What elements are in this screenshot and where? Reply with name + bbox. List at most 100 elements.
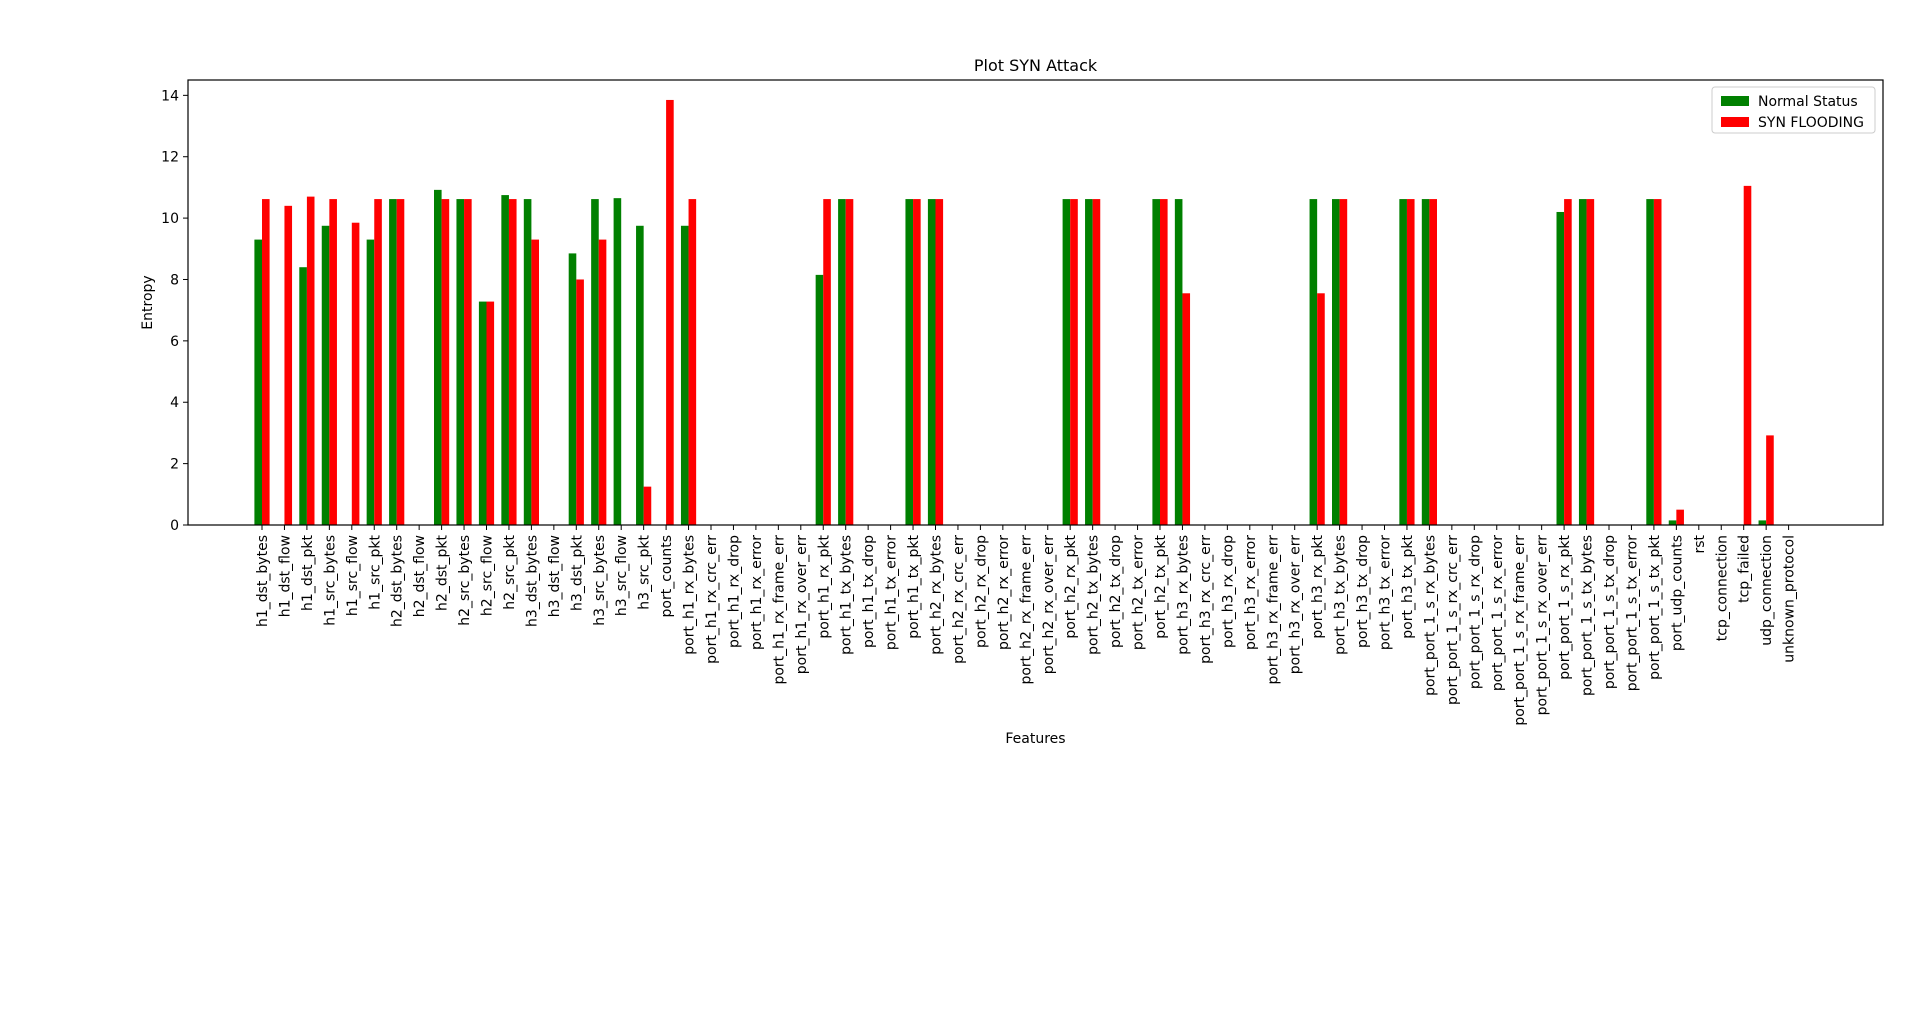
bar-syn-h2_src_bytes [464,199,472,525]
x-tick-label: port_h2_rx_drop [973,535,989,648]
x-tick-label: port_h1_rx_bytes [682,535,698,655]
legend-label: SYN FLOODING [1758,115,1864,131]
x-tick-label: unknown_protocol [1782,535,1798,663]
bar-syn-port_h3_tx_pkt [1406,199,1415,525]
x-tick-label: h3_src_pkt [637,534,653,609]
bar-normal-h1_dst_pkt [299,267,307,525]
bar-normal-h2_src_pkt [501,195,509,525]
bar-syn-tcp_failed [1743,185,1752,525]
x-tick-label: port_counts [659,535,675,618]
bar-syn-port_h3_rx_pkt [1317,293,1325,525]
x-tick-label: port_h1_tx_error [884,535,900,650]
x-tick-label: port_h1_tx_drop [861,535,877,648]
bar-normal-port_port_1_s_tx_bytes [1578,199,1587,525]
plot-frame [187,79,1884,526]
bar-syn-h1_dst_pkt [306,196,315,525]
x-tick-label: port_h2_rx_bytes [929,535,945,655]
bar-normal-h2_src_bytes [456,199,465,525]
bar-normal-h3_dst_bytes [523,199,532,525]
x-tick-label: tcp_failed [1737,535,1753,603]
bar-syn-h3_src_bytes [598,239,607,525]
bar-syn-h2_src_flow [486,301,495,525]
bar-normal-port_port_1_s_tx_pkt [1646,199,1654,525]
bar-normal-port_h3_rx_bytes [1174,199,1183,525]
y-axis-label: Entropy [140,275,156,329]
y-tick-label: 6 [170,334,179,350]
bar-syn-port_counts [666,99,674,525]
bar-normal-port_h2_rx_pkt [1062,199,1071,525]
bar-syn-port_port_1_s_tx_bytes [1586,199,1595,525]
x-tick-label: port_h2_tx_pkt [1153,535,1169,639]
x-tick-label: port_port_1_s_rx_over_err [1535,535,1551,716]
bar-normal-port_h2_tx_bytes [1085,199,1093,525]
x-axis-label: Features [1005,731,1065,747]
bar-syn-h1_src_bytes [329,199,337,525]
bar-normal-port_h2_rx_bytes [927,199,936,525]
bar-normal-h1_src_pkt [366,239,375,525]
x-tick-label: tcp_connection [1714,535,1730,641]
bar-syn-port_port_1_s_rx_bytes [1429,199,1437,525]
x-tick-label: udp_connection [1759,535,1775,646]
bar-syn-h3_src_pkt [643,486,652,525]
x-tick-label: h2_src_pkt [502,534,518,609]
x-tick-label: h2_dst_pkt [435,534,451,610]
x-tick-label: h1_src_flow [345,535,361,616]
bar-normal-udp_connection [1758,520,1767,525]
bar-syn-h1_dst_flow [284,205,293,525]
bar-normal-h2_dst_bytes [389,199,397,525]
chart-title: Plot SYN Attack [974,56,1098,75]
x-tick-label: port_h2_tx_bytes [1086,535,1102,655]
x-tick-label: port_h3_rx_crc_err [1198,535,1214,664]
x-tick-label: port_h3_tx_error [1378,535,1394,650]
legend-swatch [1721,117,1749,127]
x-tick-label: port_h1_tx_bytes [839,535,855,655]
x-tick-label: h3_src_bytes [592,535,608,626]
bar-normal-h3_src_pkt [636,225,644,525]
bar-syn-port_port_1_s_tx_pkt [1653,199,1662,525]
legend: Normal Status SYN FLOODING [1711,86,1876,134]
bar-syn-port_h2_rx_pkt [1070,199,1078,525]
x-axis: h1_dst_bytes h1_dst_flow h1_dst_pkt h1_src_… [255,525,1798,726]
bar-normal-port_h1_rx_bytes [680,225,689,525]
bar-normal-port_h3_tx_pkt [1399,199,1407,525]
bar-normal-port_h3_tx_bytes [1332,199,1340,525]
x-tick-label: h3_dst_bytes [524,535,540,627]
y-tick-label: 2 [170,457,179,473]
x-tick-label: port_port_1_s_rx_bytes [1422,535,1438,696]
bar-normal-h3_src_flow [613,198,622,525]
bar-syn-h3_dst_pkt [576,279,584,525]
y-tick-label: 4 [170,395,179,411]
x-tick-label: port_h2_tx_error [1131,535,1147,650]
x-tick-label: h1_dst_bytes [255,535,271,627]
bar-normal-port_port_1_s_rx_pkt [1556,211,1565,525]
x-tick-label: port_h2_tx_drop [1108,535,1124,648]
y-tick-label: 12 [161,150,179,166]
bar-normal-h1_src_bytes [321,225,330,525]
x-tick-label: port_h2_rx_over_err [1041,535,1057,674]
y-tick-label: 8 [170,272,179,288]
x-tick-label: port_h3_tx_drop [1355,535,1371,648]
x-tick-label: port_port_1_s_tx_bytes [1580,535,1596,696]
legend-box [1711,86,1876,134]
x-tick-label: port_h3_tx_pkt [1400,535,1416,639]
bar-syn-h1_src_flow [351,222,360,525]
x-tick-label: port_port_1_s_rx_drop [1467,535,1483,689]
x-tick-label: h1_dst_pkt [300,534,316,610]
x-tick-label: port_h2_rx_pkt [1063,535,1079,639]
y-tick-label: 10 [161,211,179,227]
x-tick-label: h3_dst_pkt [569,534,585,610]
bar-syn-port_h2_rx_bytes [935,199,944,525]
bar-normal-h2_dst_pkt [434,189,442,525]
x-tick-label: port_h3_rx_bytes [1175,535,1191,655]
x-tick-label: port_h1_tx_pkt [906,535,922,639]
x-tick-label: port_port_1_s_rx_crc_err [1445,535,1461,705]
bar-normal-port_h1_rx_pkt [815,274,824,525]
x-tick-label: port_h1_rx_frame_err [771,535,787,685]
bar-syn-h3_dst_bytes [531,239,539,525]
x-tick-label: port_h3_tx_bytes [1333,535,1349,655]
y-tick-label: 0 [170,518,179,534]
bar-normal-port_h2_tx_pkt [1152,199,1160,525]
bar-syn-h1_src_pkt [374,199,382,525]
x-tick-label: port_h2_rx_crc_err [951,535,967,664]
x-tick-label: port_h1_rx_error [749,535,765,650]
